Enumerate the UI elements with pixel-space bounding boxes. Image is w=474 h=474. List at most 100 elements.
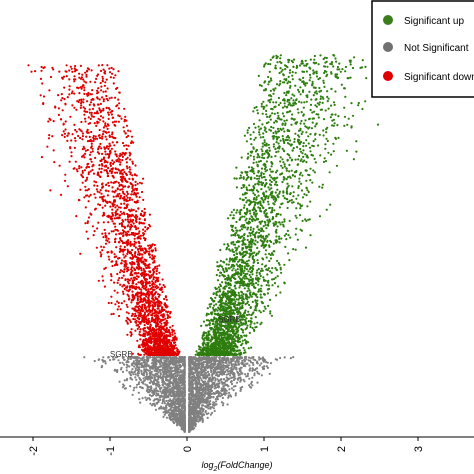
point-significant-down bbox=[121, 290, 125, 293]
point-not-significant bbox=[210, 356, 214, 359]
point-not-significant bbox=[153, 392, 156, 396]
point-not-significant bbox=[215, 403, 218, 406]
point-not-significant bbox=[172, 409, 175, 412]
point-significant-down bbox=[126, 250, 130, 253]
point-significant-down bbox=[110, 279, 113, 282]
point-not-significant bbox=[147, 369, 150, 372]
point-not-significant bbox=[181, 375, 184, 378]
point-significant-down bbox=[30, 70, 33, 73]
point-significant-down bbox=[86, 221, 89, 225]
point-not-significant bbox=[147, 364, 150, 367]
point-significant-down bbox=[94, 156, 97, 159]
point-not-significant bbox=[142, 380, 145, 383]
point-significant-down bbox=[147, 317, 150, 320]
point-not-significant bbox=[188, 394, 191, 398]
point-significant-down bbox=[88, 135, 91, 138]
point-significant-down bbox=[127, 129, 130, 132]
point-not-significant bbox=[196, 359, 199, 362]
point-significant-down bbox=[91, 147, 94, 150]
point-significant-down bbox=[164, 323, 167, 327]
point-significant-down bbox=[104, 189, 107, 192]
point-not-significant bbox=[215, 355, 218, 359]
point-significant-down bbox=[107, 124, 110, 127]
point-not-significant bbox=[162, 388, 165, 391]
point-significant-down bbox=[108, 97, 111, 100]
point-not-significant bbox=[218, 356, 221, 359]
point-significant-down bbox=[86, 176, 89, 179]
point-not-significant bbox=[164, 387, 168, 390]
point-not-significant bbox=[142, 356, 145, 359]
point-not-significant bbox=[189, 412, 193, 415]
point-not-significant bbox=[188, 364, 191, 367]
point-not-significant bbox=[199, 382, 202, 386]
point-significant-down bbox=[114, 206, 117, 209]
point-significant-down bbox=[113, 281, 116, 284]
point-not-significant bbox=[157, 392, 160, 396]
point-not-significant bbox=[220, 372, 224, 375]
point-not-significant bbox=[116, 370, 119, 374]
point-not-significant bbox=[193, 395, 197, 398]
point-significant-down bbox=[131, 198, 134, 201]
point-not-significant bbox=[192, 420, 195, 423]
point-not-significant bbox=[171, 356, 174, 359]
point-not-significant bbox=[260, 374, 263, 377]
point-significant-down bbox=[86, 100, 89, 103]
point-significant-down bbox=[124, 115, 127, 118]
point-significant-down bbox=[129, 331, 132, 334]
point-significant-down bbox=[62, 123, 65, 126]
point-not-significant bbox=[189, 403, 192, 406]
point-not-significant bbox=[162, 373, 165, 376]
point-significant-down bbox=[107, 117, 110, 120]
point-significant-down bbox=[111, 159, 114, 162]
point-significant-down bbox=[69, 65, 72, 68]
point-significant-down bbox=[121, 197, 124, 200]
point-significant-down bbox=[93, 193, 96, 196]
point-not-significant bbox=[200, 392, 203, 395]
point-significant-down bbox=[136, 327, 139, 330]
point-not-significant bbox=[200, 400, 203, 404]
point-significant-down bbox=[63, 132, 66, 135]
point-not-significant bbox=[162, 391, 165, 394]
point-significant-down bbox=[175, 337, 178, 340]
point-not-significant bbox=[229, 374, 232, 377]
point-not-significant bbox=[141, 359, 144, 362]
point-not-significant bbox=[196, 376, 199, 380]
point-not-significant bbox=[173, 415, 176, 418]
point-significant-down bbox=[116, 204, 119, 207]
point-not-significant bbox=[157, 371, 160, 374]
point-significant-down bbox=[78, 72, 81, 75]
point-not-significant bbox=[206, 392, 209, 395]
point-significant-down bbox=[91, 150, 94, 153]
point-not-significant bbox=[183, 398, 186, 401]
point-significant-down bbox=[117, 181, 120, 184]
point-significant-down bbox=[89, 193, 92, 196]
point-significant-down bbox=[135, 266, 138, 269]
point-significant-down bbox=[139, 328, 142, 331]
point-not-significant bbox=[179, 376, 182, 379]
point-not-significant bbox=[190, 392, 193, 395]
point-significant-down bbox=[104, 159, 107, 162]
point-significant-down bbox=[118, 102, 121, 105]
point-not-significant bbox=[168, 402, 172, 405]
point-not-significant bbox=[165, 409, 168, 412]
point-not-significant bbox=[151, 381, 154, 384]
point-not-significant bbox=[179, 366, 182, 369]
point-significant-down bbox=[158, 283, 161, 286]
point-significant-down bbox=[103, 228, 106, 231]
point-significant-down bbox=[64, 120, 67, 123]
point-not-significant bbox=[214, 384, 217, 387]
point-significant-down bbox=[106, 127, 109, 130]
point-significant-down bbox=[86, 165, 89, 168]
point-not-significant bbox=[174, 374, 177, 377]
point-significant-down bbox=[92, 172, 96, 175]
point-not-significant bbox=[219, 360, 222, 363]
point-significant-down bbox=[123, 245, 126, 249]
point-significant-down bbox=[102, 107, 105, 110]
point-significant-down bbox=[134, 251, 137, 254]
point-not-significant bbox=[181, 396, 184, 399]
point-not-significant bbox=[182, 415, 185, 418]
point-significant-down bbox=[96, 97, 99, 100]
point-significant-down bbox=[116, 308, 119, 311]
point-significant-down bbox=[138, 317, 141, 321]
point-significant-down bbox=[76, 170, 79, 173]
